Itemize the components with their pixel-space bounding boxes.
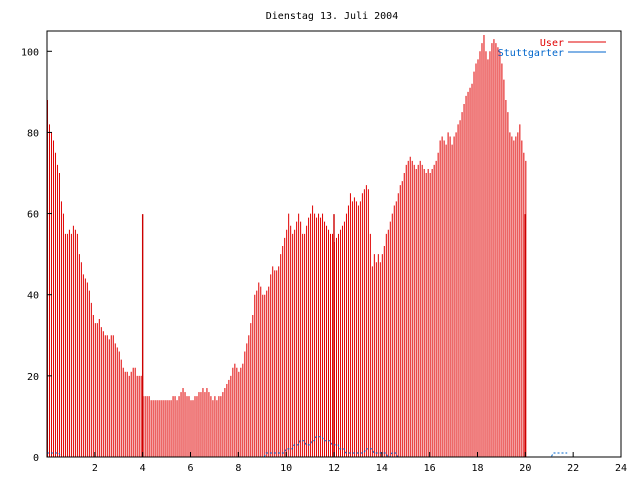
- y-tick-label: 0: [33, 453, 39, 464]
- y-tick-label: 60: [27, 210, 39, 221]
- chart-title: Dienstag 13. Juli 2004: [266, 11, 398, 22]
- x-tick-label: 18: [471, 463, 483, 474]
- highlight-lines: [141, 214, 527, 457]
- y-tick-label: 20: [27, 372, 39, 383]
- x-tick-label: 12: [328, 463, 340, 474]
- y-axis-ticks: 0 20 40 60 80 100: [21, 47, 52, 464]
- x-tick-label: 16: [424, 463, 436, 474]
- x-tick-label: 10: [280, 463, 292, 474]
- x-tick-label: 8: [235, 463, 241, 474]
- user-bars: [47, 35, 527, 457]
- x-tick-label: 20: [519, 463, 531, 474]
- legend-stuttgarter-label: Stuttgarter: [498, 48, 564, 59]
- x-tick-label: 6: [187, 463, 193, 474]
- x-tick-label: 2: [92, 463, 98, 474]
- y-tick-label: 40: [27, 291, 39, 302]
- legend-user-label: User: [540, 38, 564, 49]
- x-axis-ticks: 2 4 6 8 10 12 14 16 18 20 22 24: [92, 452, 627, 474]
- y-tick-label: 80: [27, 128, 39, 139]
- y-tick-label: 100: [21, 47, 39, 58]
- x-tick-label: 4: [140, 463, 146, 474]
- x-tick-label: 22: [567, 463, 579, 474]
- legend: User Stuttgarter: [498, 38, 606, 59]
- x-tick-label: 14: [376, 463, 388, 474]
- x-tick-label: 24: [615, 463, 627, 474]
